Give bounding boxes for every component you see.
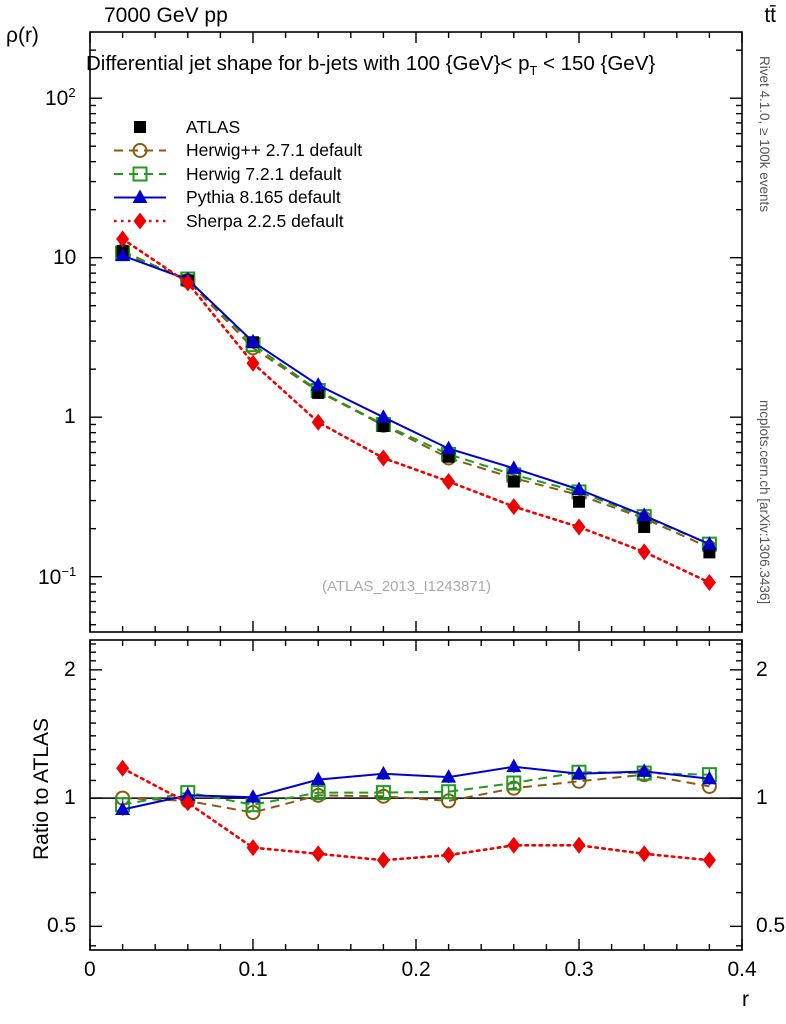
data-point-sherpa-main xyxy=(507,498,521,516)
data-point-sherpa-main xyxy=(442,473,456,491)
data-point-sherpa-ratio xyxy=(442,846,456,864)
y-axis-label-main: ρ(r) xyxy=(6,24,39,47)
data-point-atlas-main xyxy=(638,520,651,533)
data-point-sherpa-ratio xyxy=(116,759,130,777)
y-tick-label-main: 10−1 xyxy=(38,563,77,589)
legend-label: Herwig++ 2.7.1 default xyxy=(186,140,363,160)
series-line-herwig-main xyxy=(122,252,710,546)
data-point-pythia-ratio xyxy=(701,770,717,785)
data-point-pythia-ratio xyxy=(180,787,196,801)
x-axis-label: r xyxy=(742,988,749,1011)
data-point-pythia-main xyxy=(441,440,457,455)
data-point-sherpa-main xyxy=(637,543,651,561)
series-line-herwig-ratio xyxy=(122,771,710,806)
x-tick-label: 0 xyxy=(84,958,96,981)
data-point-sherpa-main xyxy=(311,413,325,431)
data-point-pythia-main xyxy=(571,481,587,496)
series-line-sherpa-ratio xyxy=(121,766,711,862)
data-point-pythia-ratio xyxy=(441,769,457,783)
data-point-pythia-ratio xyxy=(245,789,261,803)
data-point-sherpa-ratio xyxy=(507,836,521,854)
x-tick-label: 0.3 xyxy=(564,958,594,981)
y-tick-label-ratio-left: 1 xyxy=(64,786,76,810)
data-point-pythia-main xyxy=(245,333,261,348)
data-point-sherpa-main xyxy=(376,449,390,467)
data-point-sherpa-ratio xyxy=(376,851,390,869)
header-right-label: tt̄ xyxy=(764,4,776,27)
legend-label: ATLAS xyxy=(186,116,241,137)
data-point-sherpa-main xyxy=(702,573,716,591)
data-point-pythia-ratio xyxy=(375,765,391,780)
data-point-sherpa-main xyxy=(246,354,260,372)
y-tick-label-ratio-right: 2 xyxy=(756,657,768,681)
data-point-sherpa-ratio xyxy=(637,845,651,863)
data-point-sherpa-ratio xyxy=(181,794,195,812)
data-point-pythia-main xyxy=(375,409,391,423)
y-tick-label-main: 1 xyxy=(64,405,76,429)
data-point-sherpa-main xyxy=(572,518,586,536)
data-point-pythia-ratio xyxy=(115,801,131,816)
x-tick-label: 0.4 xyxy=(727,958,757,981)
x-tick-label: 0.1 xyxy=(238,958,268,981)
data-point-atlas-main xyxy=(507,475,520,488)
x-tick-label: 0.2 xyxy=(401,958,431,981)
series-line-pythia-ratio xyxy=(122,765,710,811)
page-title: Differential jet shape for b-jets with 1… xyxy=(86,52,656,79)
data-point-pythia-main xyxy=(310,377,326,391)
data-point-atlas-main xyxy=(573,495,585,508)
series-line-sherpa-main xyxy=(121,237,711,584)
data-point-sherpa-main xyxy=(181,274,195,292)
data-point-pythia-main xyxy=(506,460,522,474)
data-point-pythia-ratio xyxy=(571,765,587,780)
y-tick-label-ratio-right: 0.5 xyxy=(756,914,786,938)
y-tick-label-main: 102 xyxy=(45,85,76,111)
data-point-herwig-ratio xyxy=(506,775,522,791)
series-line-herwig++-ratio xyxy=(122,773,710,814)
data-point-sherpa-ratio xyxy=(311,845,325,863)
data-point-pythia-ratio xyxy=(310,771,326,786)
dataset-watermark: (ATLAS_2013_I1243871) xyxy=(322,578,492,595)
data-point-herwig-ratio xyxy=(310,785,326,801)
y-tick-label-ratio-left: 0.5 xyxy=(47,914,77,938)
data-point-herwig-ratio xyxy=(375,785,391,801)
y-tick-label-ratio-right: 1 xyxy=(756,786,768,810)
data-point-atlas-main xyxy=(377,420,390,433)
data-point-pythia-ratio xyxy=(506,758,522,773)
data-point-pythia-main xyxy=(636,507,652,521)
series-line-herwig++-main xyxy=(122,250,710,549)
data-point-herwig-ratio xyxy=(441,784,457,800)
data-point-sherpa-ratio xyxy=(246,839,260,857)
data-point-pythia-main xyxy=(115,247,131,262)
data-point-pythia-ratio xyxy=(636,763,652,777)
y-tick-label-ratio-left: 2 xyxy=(64,657,76,681)
legend-label: Herwig 7.2.1 default xyxy=(186,163,342,184)
y-tick-label-main: 10 xyxy=(53,245,77,269)
data-point-sherpa-ratio xyxy=(572,836,586,854)
legend-label: Sherpa 2.2.5 default xyxy=(186,210,344,231)
data-point-sherpa-main xyxy=(116,230,130,248)
header-left-label: 7000 GeV pp xyxy=(104,4,228,27)
series-line-pythia-main xyxy=(122,254,710,546)
data-point-sherpa-ratio xyxy=(702,851,716,869)
data-point-pythia-main xyxy=(701,536,717,550)
legend-label: Pythia 8.165 default xyxy=(186,187,341,207)
